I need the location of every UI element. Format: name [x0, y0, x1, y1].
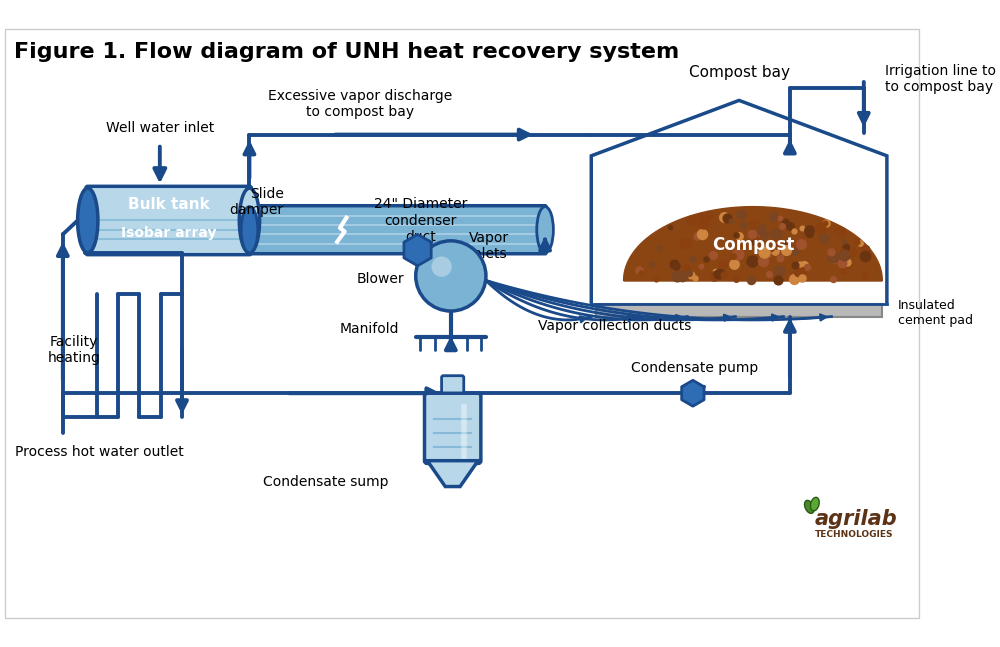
FancyBboxPatch shape: [442, 376, 464, 400]
Text: 24" Diameter
condenser
duct: 24" Diameter condenser duct: [374, 197, 467, 244]
FancyBboxPatch shape: [86, 186, 251, 255]
Text: Blower: Blower: [357, 272, 405, 286]
Ellipse shape: [78, 188, 98, 253]
Ellipse shape: [805, 500, 814, 514]
Circle shape: [431, 256, 452, 277]
Text: Figure 1. Flow diagram of UNH heat recovery system: Figure 1. Flow diagram of UNH heat recov…: [14, 42, 679, 62]
Text: Well water inlet: Well water inlet: [106, 120, 214, 135]
Ellipse shape: [241, 206, 258, 253]
Text: Condensate sump: Condensate sump: [263, 475, 388, 489]
Text: Excessive vapor discharge
to compost bay: Excessive vapor discharge to compost bay: [268, 89, 452, 119]
Text: Vapor
inlets: Vapor inlets: [469, 231, 509, 261]
Text: Insulated
cement pad: Insulated cement pad: [898, 299, 973, 327]
Ellipse shape: [810, 498, 819, 511]
Circle shape: [416, 241, 486, 311]
Text: Facility
heating: Facility heating: [47, 334, 100, 365]
Text: Bulk tank: Bulk tank: [128, 197, 209, 212]
Polygon shape: [682, 380, 704, 406]
Text: Condensate pump: Condensate pump: [631, 361, 758, 375]
Text: Compost bay: Compost bay: [689, 65, 790, 80]
Text: Isobar array: Isobar array: [121, 226, 216, 241]
Text: Irrigation line to
to compost bay: Irrigation line to to compost bay: [885, 64, 996, 94]
Text: TECHNOLOGIES: TECHNOLOGIES: [815, 530, 893, 539]
Polygon shape: [404, 234, 431, 266]
Text: Slide
damper: Slide damper: [229, 187, 284, 217]
Bar: [596, 303, 882, 316]
Text: Process hot water outlet: Process hot water outlet: [15, 445, 184, 459]
Polygon shape: [427, 461, 478, 487]
FancyBboxPatch shape: [425, 393, 481, 463]
Ellipse shape: [239, 188, 260, 253]
Polygon shape: [624, 206, 882, 281]
Ellipse shape: [537, 206, 553, 253]
Text: agrilab: agrilab: [815, 509, 898, 529]
Text: Compost: Compost: [712, 236, 794, 254]
Text: Vapor collection ducts: Vapor collection ducts: [538, 320, 691, 333]
Text: Manifold: Manifold: [340, 322, 399, 336]
FancyBboxPatch shape: [249, 206, 546, 254]
